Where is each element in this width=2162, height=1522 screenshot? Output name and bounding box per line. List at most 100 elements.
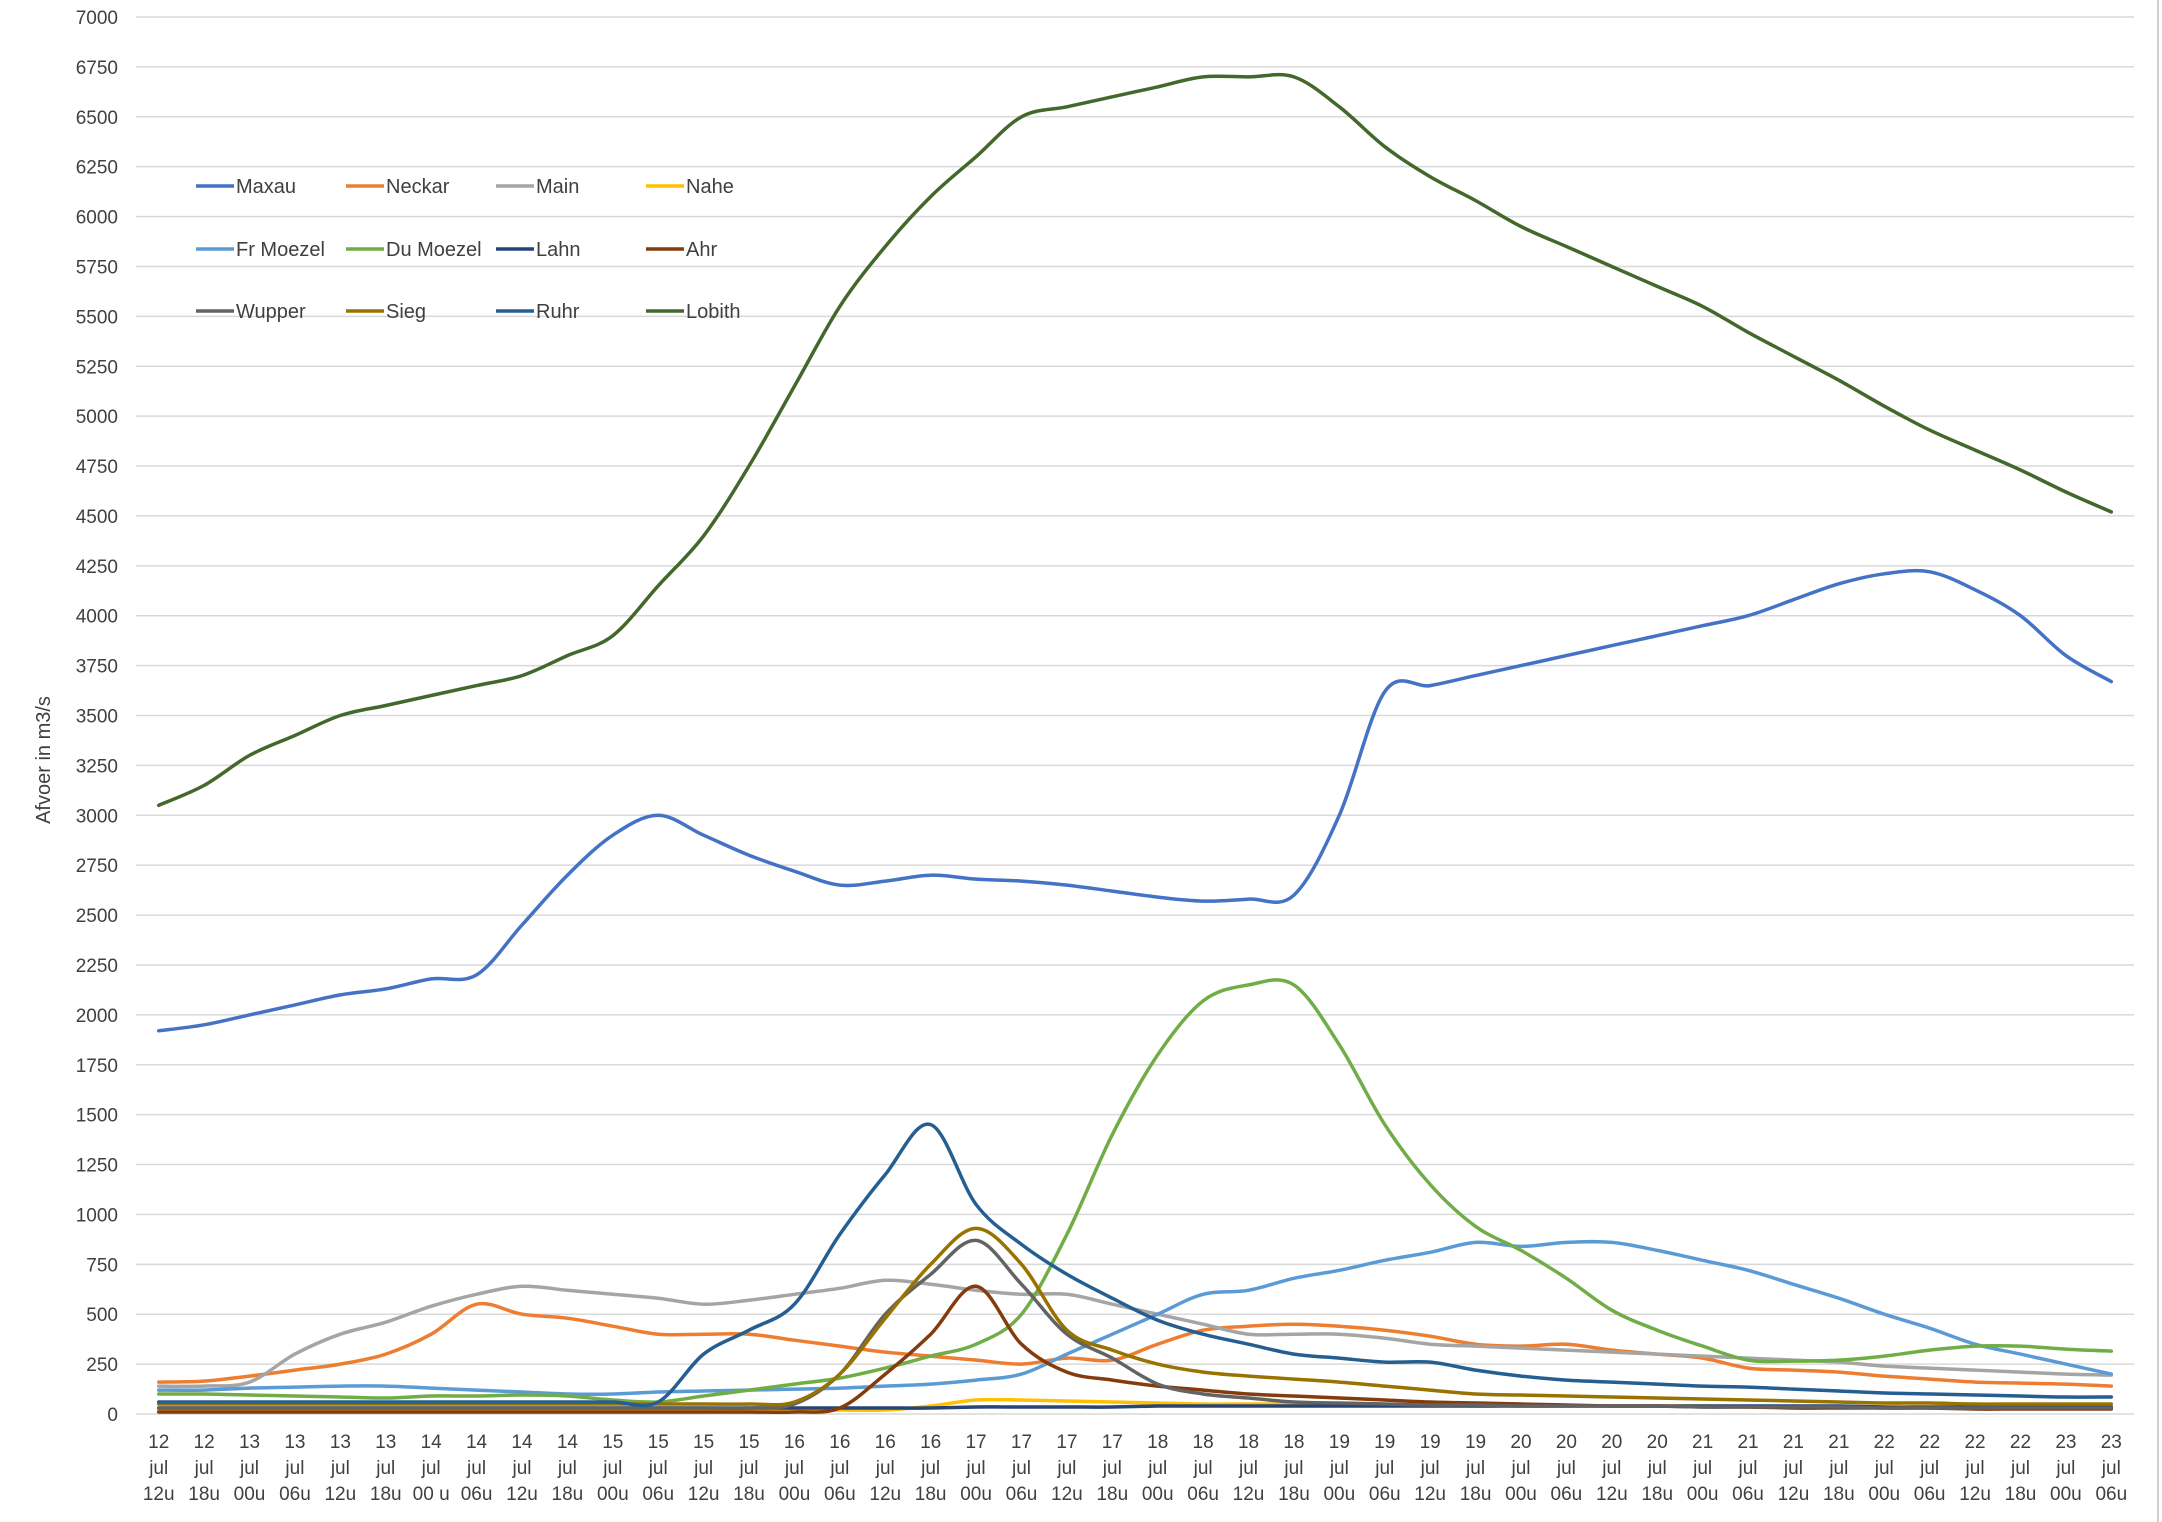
x-tick-label: 19 bbox=[1374, 1432, 1395, 1453]
x-tick-label: 12 bbox=[194, 1432, 215, 1453]
x-tick-label: jul bbox=[1193, 1458, 1213, 1479]
x-tick-label: 18u bbox=[1641, 1484, 1673, 1505]
series-line-fr-moezel bbox=[156, 1239, 2114, 1397]
x-tick-label: 17 bbox=[965, 1432, 986, 1453]
x-tick-label: 00u bbox=[2050, 1484, 2082, 1505]
x-tick-label: 18u bbox=[1278, 1484, 1310, 1505]
y-tick-label: 2500 bbox=[76, 906, 118, 927]
x-tick-label: 21 bbox=[1828, 1432, 1849, 1453]
x-tick-label: 21 bbox=[1737, 1432, 1758, 1453]
x-tick-label: 00u bbox=[597, 1484, 629, 1505]
y-tick-label: 4500 bbox=[76, 507, 118, 528]
x-tick-label: 00u bbox=[1868, 1484, 1900, 1505]
legend-label-ruhr: Ruhr bbox=[536, 301, 580, 323]
series-line-wupper bbox=[156, 1238, 2114, 1411]
x-tick-label: 15 bbox=[693, 1432, 714, 1453]
y-tick-label: 1250 bbox=[76, 1156, 118, 1177]
x-tick-label: 12u bbox=[143, 1484, 175, 1505]
y-tick-label: 7000 bbox=[76, 8, 118, 29]
x-tick-label: jul bbox=[920, 1458, 940, 1479]
x-tick-label: 17 bbox=[1011, 1432, 1032, 1453]
x-tick-label: jul bbox=[648, 1458, 668, 1479]
x-tick-label: 12u bbox=[688, 1484, 720, 1505]
x-tick-label: 16 bbox=[784, 1432, 805, 1453]
y-tick-label: 3250 bbox=[76, 756, 118, 777]
legend-label-neckar: Neckar bbox=[386, 176, 450, 198]
x-tick-label: jul bbox=[511, 1458, 531, 1479]
series-line-sieg bbox=[156, 1226, 2114, 1407]
y-tick-label: 3500 bbox=[76, 707, 118, 728]
x-tick-label: 12u bbox=[1233, 1484, 1265, 1505]
x-tick-label: jul bbox=[784, 1458, 804, 1479]
x-tick-label: jul bbox=[1147, 1458, 1167, 1479]
x-tick-label: 06u bbox=[642, 1484, 674, 1505]
y-tick-label: 5250 bbox=[76, 357, 118, 378]
y-tick-label: 1750 bbox=[76, 1056, 118, 1077]
x-tick-label: 06u bbox=[1732, 1484, 1764, 1505]
x-tick-label: jul bbox=[421, 1458, 441, 1479]
x-tick-label: 22 bbox=[2010, 1432, 2031, 1453]
x-tick-label: jul bbox=[2010, 1458, 2030, 1479]
x-tick-label: 00u bbox=[1142, 1484, 1174, 1505]
x-tick-label: 18 bbox=[1193, 1432, 1214, 1453]
x-tick-label: 19 bbox=[1420, 1432, 1441, 1453]
x-tick-label: jul bbox=[829, 1458, 849, 1479]
x-tick-label: 18 bbox=[1283, 1432, 1304, 1453]
x-tick-label: jul bbox=[1556, 1458, 1576, 1479]
legend-label-fr-moezel: Fr Moezel bbox=[236, 239, 325, 261]
x-tick-label: 20 bbox=[1601, 1432, 1622, 1453]
x-tick-label: jul bbox=[1738, 1458, 1758, 1479]
legend-label-lobith: Lobith bbox=[686, 301, 741, 323]
y-tick-label: 3750 bbox=[76, 657, 118, 678]
x-tick-label: 06u bbox=[1006, 1484, 1038, 1505]
x-tick-label: 16 bbox=[875, 1432, 896, 1453]
x-tick-label: jul bbox=[1601, 1458, 1621, 1479]
x-tick-label: 18u bbox=[188, 1484, 220, 1505]
x-tick-label: jul bbox=[194, 1458, 214, 1479]
x-tick-label: 12 bbox=[148, 1432, 169, 1453]
x-tick-label: 18u bbox=[552, 1484, 584, 1505]
series-line-ahr bbox=[156, 1284, 2114, 1415]
x-tick-label: 12u bbox=[1051, 1484, 1083, 1505]
x-tick-label: jul bbox=[1056, 1458, 1076, 1479]
series-line-maxau bbox=[156, 568, 2114, 1033]
x-tick-label: 16 bbox=[920, 1432, 941, 1453]
y-tick-label: 500 bbox=[86, 1305, 118, 1326]
x-tick-label: 00 u bbox=[413, 1484, 450, 1505]
series-lines bbox=[156, 72, 2114, 1415]
x-tick-label: 00u bbox=[1323, 1484, 1355, 1505]
x-tick-label: jul bbox=[330, 1458, 350, 1479]
x-tick-label: jul bbox=[557, 1458, 577, 1479]
x-tick-label: 06u bbox=[1369, 1484, 1401, 1505]
series-line-lobith bbox=[156, 72, 2114, 808]
x-tick-label: jul bbox=[1102, 1458, 1122, 1479]
x-tick-label: 00u bbox=[960, 1484, 992, 1505]
legend-label-lahn: Lahn bbox=[536, 239, 581, 261]
y-tick-label: 5000 bbox=[76, 407, 118, 428]
x-tick-label: jul bbox=[1283, 1458, 1303, 1479]
x-axis-ticks: 12 jul 12u 12 jul 18u 13 jul 00u 13 jul 06u 13 jul 12u… bbox=[143, 1432, 2127, 1505]
x-tick-label: jul bbox=[875, 1458, 895, 1479]
x-tick-label: jul bbox=[2101, 1458, 2121, 1479]
x-tick-label: 00u bbox=[1505, 1484, 1537, 1505]
x-tick-label: 21 bbox=[1692, 1432, 1713, 1453]
x-tick-label: jul bbox=[739, 1458, 759, 1479]
x-tick-label: jul bbox=[1510, 1458, 1530, 1479]
x-tick-label: jul bbox=[1647, 1458, 1667, 1479]
y-tick-label: 2000 bbox=[76, 1006, 118, 1027]
x-tick-label: jul bbox=[1238, 1458, 1258, 1479]
series-line-neckar bbox=[156, 1301, 2114, 1388]
x-tick-label: 14 bbox=[557, 1432, 579, 1453]
x-tick-label: 12u bbox=[869, 1484, 901, 1505]
legend-label-sieg: Sieg bbox=[386, 301, 426, 323]
x-tick-label: jul bbox=[1783, 1458, 1803, 1479]
y-tick-label: 1500 bbox=[76, 1106, 118, 1127]
y-tick-label: 5500 bbox=[76, 307, 118, 328]
legend: Maxau Neckar Main Nahe Fr Moezel Du Moezel Lah… bbox=[196, 176, 741, 323]
y-tick-label: 4250 bbox=[76, 557, 118, 578]
x-tick-label: 18u bbox=[1096, 1484, 1128, 1505]
x-tick-label: 15 bbox=[648, 1432, 669, 1453]
x-tick-label: 23 bbox=[2055, 1432, 2076, 1453]
x-tick-label: 06u bbox=[824, 1484, 856, 1505]
x-tick-label: jul bbox=[1692, 1458, 1712, 1479]
